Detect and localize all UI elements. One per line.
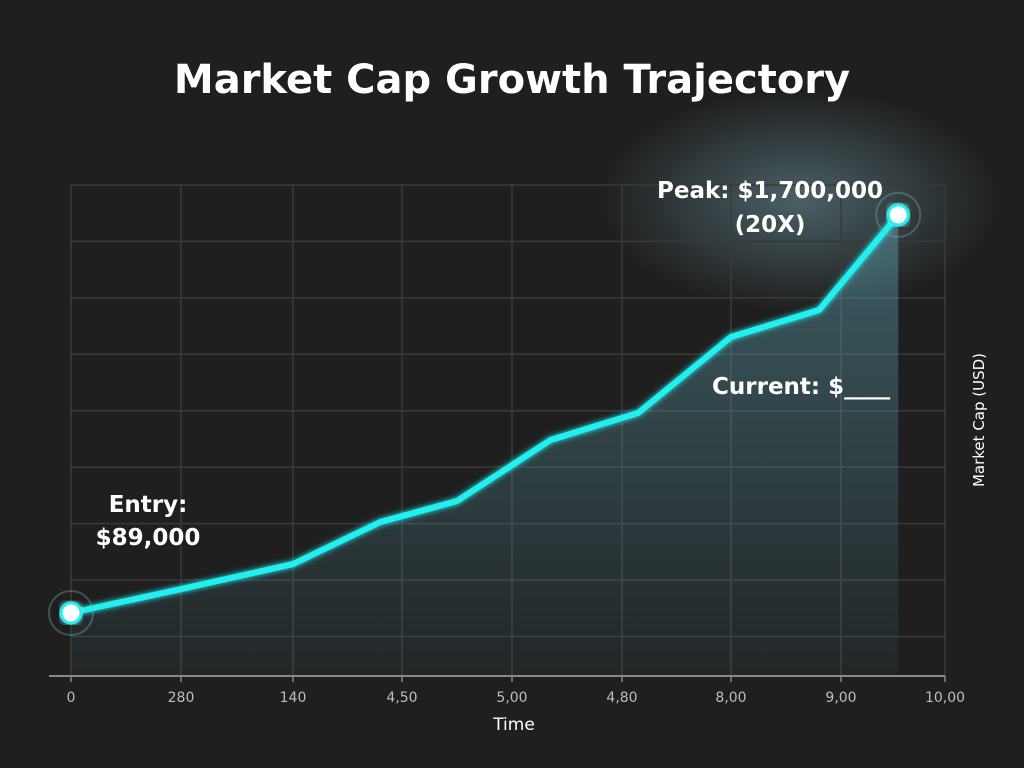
x-tick-label: 5,00: [496, 690, 527, 706]
point-halo: [875, 191, 922, 238]
entry-annotation-line1: Entry:: [109, 492, 188, 518]
x-tick-label: 280: [168, 690, 195, 706]
entry-point: [59, 601, 83, 625]
x-tick-label: 10,00: [925, 690, 965, 706]
x-axis-label: Time: [492, 715, 535, 735]
peak-annotation-line1: Peak: $1,700,000: [657, 178, 883, 204]
chart-title: Market Cap Growth Trajectory: [174, 57, 850, 103]
series-line: [70, 212, 901, 616]
x-tick-label: 140: [280, 690, 307, 706]
x-tick-label: 0: [67, 690, 76, 706]
entry-annotation-line2: $89,000: [96, 525, 201, 551]
x-tick-label: 4,50: [386, 690, 417, 706]
y-axis-label: Market Cap (USD): [970, 353, 988, 487]
area-fill: [71, 214, 899, 677]
x-tick-label: 8,00: [715, 690, 746, 706]
peak-annotation-line2: (20X): [735, 212, 806, 238]
x-tick-label: 9,00: [825, 690, 856, 706]
x-tick-label: 4,80: [606, 690, 637, 706]
point-halo: [48, 589, 94, 636]
peak-point: [886, 203, 910, 227]
current-annotation: Current: $____: [712, 374, 891, 400]
peak-glow: [600, 90, 1000, 310]
